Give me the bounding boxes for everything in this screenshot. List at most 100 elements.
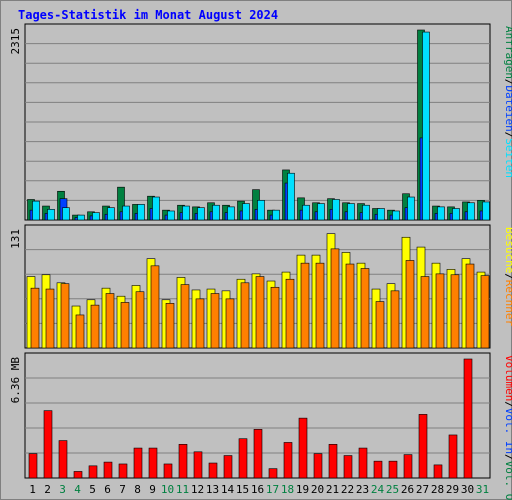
page-title: Tages-Statistik im Monat August 2024: [18, 8, 279, 22]
bar-volumen: [103, 461, 113, 479]
legend-seiten: Seiten: [503, 138, 512, 178]
bar-rechner: [60, 283, 70, 349]
bar-volumen: [433, 464, 443, 479]
bar-seiten: [152, 196, 160, 221]
bar-seiten: [32, 200, 40, 221]
x-tick-label: 18: [281, 483, 294, 496]
bar-volumen: [58, 440, 68, 479]
bar-volumen: [343, 455, 353, 479]
x-tick-label: 24: [371, 483, 385, 496]
x-tick-label: 20: [311, 483, 324, 496]
x-tick-label: 23: [356, 483, 369, 496]
bar-rechner: [180, 284, 190, 349]
bar-seiten: [212, 204, 220, 221]
bar-rechner: [480, 275, 490, 349]
bar-rechner: [225, 298, 235, 349]
bar-rechner: [105, 293, 115, 349]
bar-rechner: [120, 302, 130, 349]
x-tick-label: 9: [149, 483, 156, 496]
x-tick-label: 2: [44, 483, 51, 496]
bar-volumen: [268, 468, 278, 479]
bar-seiten: [47, 209, 55, 221]
legend-vol-out: Vol. Out: [503, 461, 512, 500]
x-tick-label: 12: [191, 483, 204, 496]
bar-rechner: [330, 248, 340, 349]
x-tick-label: 27: [416, 483, 429, 496]
bar-seiten: [137, 204, 145, 221]
x-tick-label: 8: [134, 483, 141, 496]
bar-seiten: [257, 200, 265, 221]
legend-separator: /: [503, 132, 512, 139]
bar-seiten: [377, 208, 385, 221]
bar-rechner: [360, 268, 370, 349]
bar-volumen: [223, 455, 233, 479]
bar-seiten: [227, 206, 235, 221]
bar-rechner: [30, 287, 40, 349]
x-tick-label: 1: [29, 483, 36, 496]
bar-volumen: [28, 453, 38, 479]
bar-volumen: [88, 465, 98, 479]
x-tick-label: 16: [251, 483, 264, 496]
bar-seiten: [122, 205, 130, 221]
bar-rechner: [405, 260, 415, 349]
bar-rechner: [90, 304, 100, 349]
x-tick-label: 3: [59, 483, 66, 496]
x-tick-label: 5: [89, 483, 96, 496]
x-tick-label: 6: [104, 483, 111, 496]
legend-volumen: Volumen: [503, 355, 512, 401]
bar-volumen: [253, 429, 263, 479]
x-tick-label: 30: [461, 483, 474, 496]
bar-seiten: [182, 205, 190, 221]
bar-volumen: [118, 463, 128, 479]
bar-seiten: [242, 203, 250, 221]
bar-seiten: [272, 209, 280, 221]
bar-rechner: [240, 282, 250, 349]
bar-rechner: [315, 262, 325, 349]
bar-seiten: [317, 203, 325, 221]
legend-besuche: Besuche: [503, 227, 512, 273]
panel-2-ymax-label: 131: [9, 229, 22, 249]
bar-volumen: [43, 410, 53, 479]
panel-1-ymax-label: 2315: [9, 28, 22, 55]
bar-volumen: [328, 444, 338, 479]
x-tick-label: 31: [476, 483, 489, 496]
bar-rechner: [465, 263, 475, 349]
legend-dateien: Dateien: [503, 85, 512, 131]
bar-seiten: [437, 206, 445, 221]
legend-separator: /: [503, 401, 512, 408]
bar-seiten: [467, 202, 475, 221]
bar-volumen: [193, 451, 203, 479]
x-tick-label: 14: [221, 483, 235, 496]
x-tick-label: 13: [206, 483, 219, 496]
bar-rechner: [45, 288, 55, 349]
bar-rechner: [210, 293, 220, 349]
x-tick-label: 25: [386, 483, 399, 496]
bar-seiten: [332, 199, 340, 221]
x-tick-label: 21: [326, 483, 339, 496]
bar-rechner: [285, 278, 295, 349]
bar-volumen: [163, 463, 173, 479]
x-tick-label: 17: [266, 483, 279, 496]
bar-seiten: [407, 196, 415, 221]
bar-volumen: [388, 460, 398, 479]
bar-seiten: [197, 207, 205, 221]
bar-volumen: [373, 460, 383, 479]
x-tick-label: 28: [431, 483, 444, 496]
bar-rechner: [345, 263, 355, 349]
bar-volumen: [148, 447, 158, 479]
bar-seiten: [107, 207, 115, 221]
bar-seiten: [392, 210, 400, 221]
bar-rechner: [135, 291, 145, 349]
bar-volumen: [403, 454, 413, 479]
bar-volumen: [178, 444, 188, 479]
bar-volumen: [133, 447, 143, 479]
bar-volumen: [448, 434, 458, 479]
bar-rechner: [375, 301, 385, 349]
bar-seiten: [347, 203, 355, 221]
legend-separator: /: [503, 273, 512, 280]
bar-seiten: [287, 172, 295, 221]
x-tick-label: 11: [176, 483, 189, 496]
bar-rechner: [390, 290, 400, 349]
panel-3-ymax-label: 6.36 MB: [9, 357, 22, 404]
